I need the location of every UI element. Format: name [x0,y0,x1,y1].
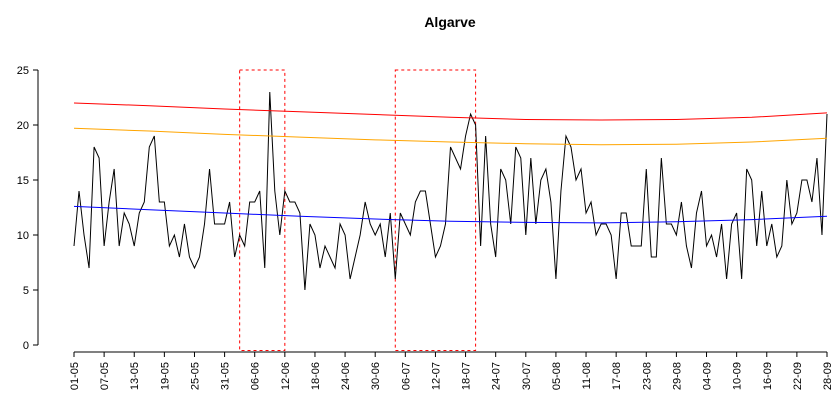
x-tick-label: 28-09 [822,362,834,390]
x-tick-label: 17-08 [611,362,623,390]
x-tick-label: 13-05 [129,362,141,390]
series-line [73,127,828,146]
highlight-box [239,69,286,351]
x-tick-label: 25-05 [189,362,201,390]
x-tick-label: 30-07 [521,362,533,390]
x-tick-label: 18-06 [310,362,322,390]
x-tick-label: 24-07 [491,362,503,390]
x-tick-label: 07-05 [99,362,111,390]
x-tick-label: 01-05 [69,362,81,390]
x-tick-label: 05-08 [551,362,563,390]
y-tick-label: 10 [17,230,29,242]
x-tick-label: 06-07 [400,362,412,390]
y-tick-label: 5 [23,285,29,297]
y-tick-label: 15 [17,175,29,187]
x-tick-label: 06-06 [250,362,262,390]
y-tick-label: 25 [17,65,29,77]
series-line [73,91,828,291]
y-tick-label: 20 [17,120,29,132]
x-tick-label: 22-09 [792,362,804,390]
x-tick-label: 10-09 [732,362,744,390]
x-tick-label: 12-06 [280,362,292,390]
x-tick-label: 19-05 [159,362,171,390]
x-tick-label: 24-06 [340,362,352,390]
y-tick-label: 0 [23,340,29,352]
x-tick-label: 18-07 [461,362,473,390]
x-tick-label: 31-05 [220,362,232,390]
x-tick-label: 23-08 [641,362,653,390]
x-tick-label: 29-08 [671,362,683,390]
chart-title: Algarve [424,14,476,30]
x-tick-label: 30-06 [370,362,382,390]
x-tick-label: 16-09 [762,362,774,390]
series-line [73,102,828,121]
x-tick-label: 12-07 [430,362,442,390]
x-tick-label: 04-09 [702,362,714,390]
series-line [73,205,828,224]
highlight-box [394,69,477,351]
x-tick-label: 11-08 [581,362,593,389]
